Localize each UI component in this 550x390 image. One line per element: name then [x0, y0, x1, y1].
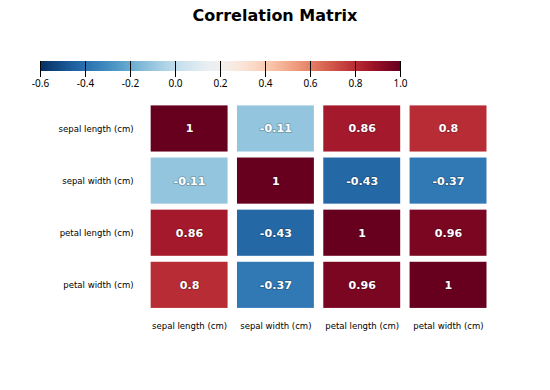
svg-text:0.4: 0.4 — [258, 76, 272, 90]
svg-text:-0.37: -0.37 — [260, 279, 292, 292]
svg-text:sepal length (cm): sepal length (cm) — [59, 124, 134, 134]
svg-text:-0.6: -0.6 — [32, 76, 50, 90]
svg-text:0.86: 0.86 — [348, 122, 376, 135]
svg-text:1: 1 — [358, 227, 366, 240]
svg-text:0.96: 0.96 — [435, 227, 463, 240]
svg-text:-0.43: -0.43 — [260, 227, 292, 240]
html-text:Correlation Matrix: Correlation Matrix — [192, 6, 358, 25]
svg-text:0.96: 0.96 — [348, 279, 376, 292]
svg-text:1.0: 1.0 — [393, 76, 407, 90]
svg-text:1: 1 — [272, 175, 280, 188]
svg-text:sepal width (cm): sepal width (cm) — [62, 176, 133, 186]
svg-text:sepal width (cm): sepal width (cm) — [240, 321, 311, 331]
svg-text:0.8: 0.8 — [439, 122, 459, 135]
svg-text:1: 1 — [186, 122, 194, 135]
svg-text:0.6: 0.6 — [303, 76, 317, 90]
svg-text:-0.2: -0.2 — [122, 76, 140, 90]
svg-text:0.86: 0.86 — [176, 227, 204, 240]
svg-text:petal width (cm): petal width (cm) — [413, 321, 483, 331]
svg-text:0.8: 0.8 — [348, 76, 362, 90]
svg-text:petal length (cm): petal length (cm) — [60, 228, 134, 238]
svg-text:petal width (cm): petal width (cm) — [63, 280, 133, 290]
svg-text:0.8: 0.8 — [180, 279, 200, 292]
svg-text:-0.4: -0.4 — [77, 76, 95, 90]
svg-text:0.0: 0.0 — [168, 76, 182, 90]
svg-text:-0.37: -0.37 — [432, 175, 464, 188]
svg-text:0.2: 0.2 — [213, 76, 227, 90]
svg-text:sepal length (cm): sepal length (cm) — [152, 321, 227, 331]
svg-text:petal length (cm): petal length (cm) — [325, 321, 399, 331]
svg-text:-0.11: -0.11 — [174, 175, 206, 188]
svg-text:-0.43: -0.43 — [346, 175, 378, 188]
svg-text:-0.11: -0.11 — [260, 122, 292, 135]
svg-text:1: 1 — [445, 279, 453, 292]
